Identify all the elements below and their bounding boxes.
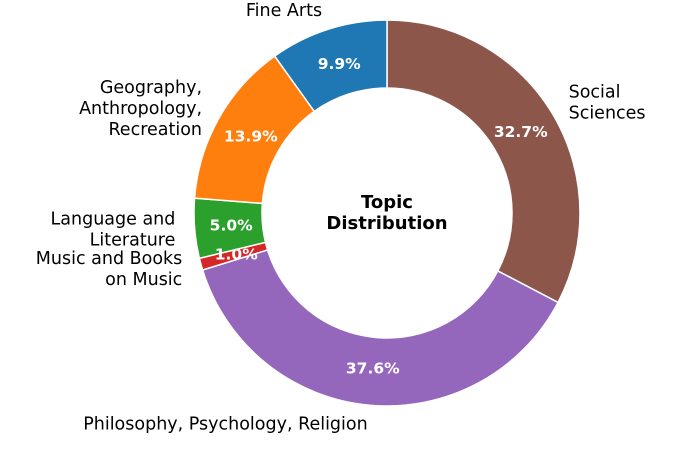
slice-1 [201, 248, 560, 407]
slice-label-0: Social Sciences [569, 83, 646, 124]
slice-label-1: Philosophy, Psychology, Religion [83, 414, 368, 434]
slice-percent-label-3: 5.0% [210, 216, 253, 234]
slice-percent-label-0: 32.7% [494, 123, 548, 141]
chart-title: Topic Distribution [326, 192, 447, 234]
slices [193, 19, 581, 407]
slice-label-5: Fine Arts [246, 1, 322, 21]
slice-percent-label-1: 37.6% [346, 360, 400, 378]
labels: Social Sciences 32.7% Philosophy, Psycholog… [36, 1, 646, 435]
slice-percent-label-4: 13.9% [224, 127, 278, 145]
slice-label-2: Music and Books on Music [36, 249, 183, 290]
slice-percent-label-2: 1.0% [215, 245, 258, 263]
slice-5 [273, 19, 388, 113]
slice-label-3: Language and Literature [51, 209, 176, 250]
slice-0 [386, 19, 581, 304]
slice-label-4: Geography, Anthropology, Recreation [79, 78, 202, 140]
slice-percent-label-5: 9.9% [318, 55, 361, 73]
